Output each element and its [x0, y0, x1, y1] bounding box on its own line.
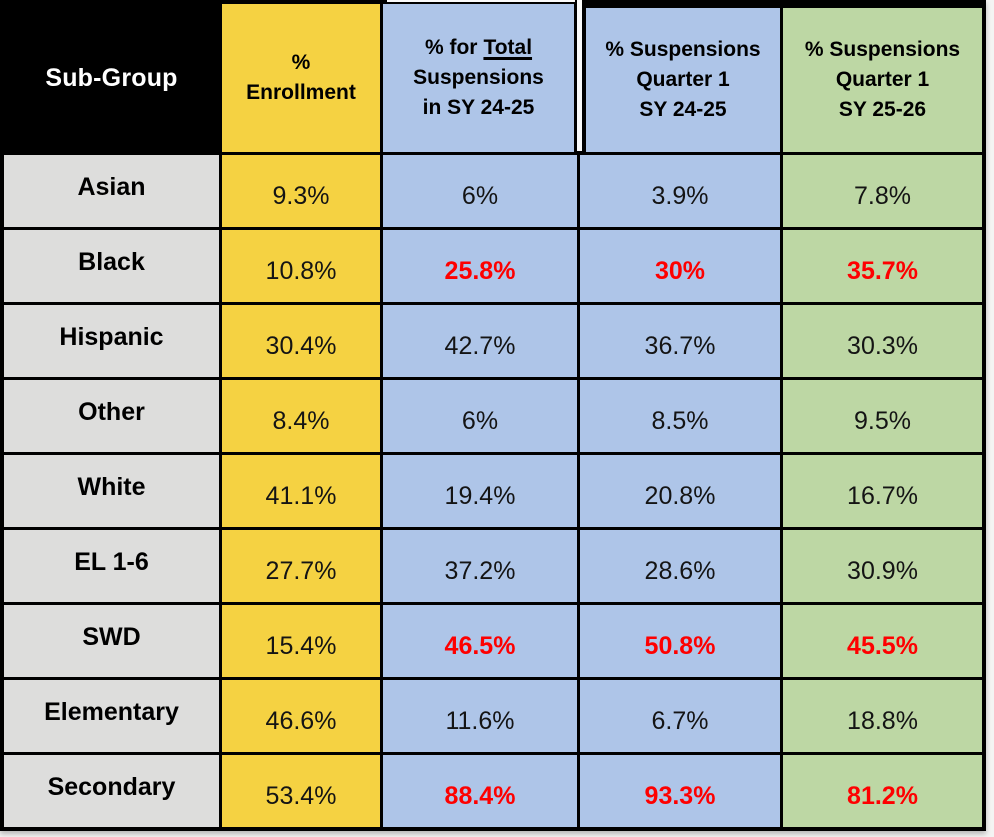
cell-secondary-total-sy24-25: 88.4% [383, 755, 577, 827]
cell-hispanic-enrollment: 30.4% [222, 305, 380, 377]
cell-asian-q1-sy24-25: 3.9% [580, 155, 780, 227]
header-q1-sy24-25-line1: % Suspensions [605, 38, 761, 61]
cell-elementary-q1-sy25-26: 18.8% [783, 680, 982, 752]
cell-el-1-6-total-sy24-25: 37.2% [383, 530, 577, 602]
header-total-suspensions-line1: % for Total [425, 33, 532, 63]
cell-secondary-q1-sy25-26: 81.2% [783, 755, 982, 827]
cell-asian-q1-sy25-26: 7.8% [783, 155, 982, 227]
cell-swd-enrollment: 15.4% [222, 605, 380, 677]
header-total-suspensions-sy24-25: % for Total Suspensions in SY 24-25 [383, 4, 577, 152]
cell-other-q1-sy25-26: 9.5% [783, 380, 982, 452]
cell-hispanic-total-sy24-25: 42.7% [383, 305, 577, 377]
header-q1-sy25-26-line1: % Suspensions [804, 38, 961, 61]
header-total-suspensions-line2: Suspensions [413, 66, 544, 89]
cell-asian-total-sy24-25: 6% [383, 155, 577, 227]
header-suspensions-q1-sy24-25: % Suspensions Quarter 1 SY 24-25 [580, 4, 780, 152]
header-paste-seam-top [387, 0, 575, 2]
cell-other-q1-sy24-25: 8.5% [580, 380, 780, 452]
cell-secondary-group: Secondary [4, 755, 219, 827]
cell-secondary-enrollment: 53.4% [222, 755, 380, 827]
cell-el-1-6-group: EL 1-6 [4, 530, 219, 602]
cell-white-enrollment: 41.1% [222, 455, 380, 527]
cell-white-q1-sy25-26: 16.7% [783, 455, 982, 527]
cell-black-group: Black [4, 230, 219, 302]
cell-elementary-total-sy24-25: 11.6% [383, 680, 577, 752]
cell-hispanic-q1-sy24-25: 36.7% [580, 305, 780, 377]
cell-hispanic-group: Hispanic [4, 305, 219, 377]
cell-asian-group: Asian [4, 155, 219, 227]
cell-black-q1-sy24-25: 30% [580, 230, 780, 302]
cell-secondary-q1-sy24-25: 93.3% [580, 755, 780, 827]
header-sub-group: Sub-Group [4, 4, 219, 152]
cell-black-total-sy24-25: 25.8% [383, 230, 577, 302]
header-paste-seam-gap [577, 0, 582, 151]
cell-other-group: Other [4, 380, 219, 452]
cell-elementary-enrollment: 46.6% [222, 680, 380, 752]
cell-white-total-sy24-25: 19.4% [383, 455, 577, 527]
header-total-suspensions-line3: in SY 24-25 [422, 96, 535, 119]
cell-other-enrollment: 8.4% [222, 380, 380, 452]
cell-elementary-group: Elementary [4, 680, 219, 752]
header-total-pre-text: % for [424, 36, 478, 59]
header-total-underlined-text: Total [483, 36, 533, 59]
header-q1-sy24-25-line2: Quarter 1 [636, 68, 730, 91]
cell-el-1-6-q1-sy24-25: 28.6% [580, 530, 780, 602]
cell-black-enrollment: 10.8% [222, 230, 380, 302]
header-suspensions-q1-sy25-26: % Suspensions Quarter 1 SY 25-26 [783, 4, 982, 152]
cell-elementary-q1-sy24-25: 6.7% [580, 680, 780, 752]
header-percent-enrollment-line2: Enrollment [246, 81, 356, 104]
cell-swd-group: SWD [4, 605, 219, 677]
cell-el-1-6-q1-sy25-26: 30.9% [783, 530, 982, 602]
header-q1-sy24-25-line3: SY 24-25 [639, 98, 727, 121]
cell-other-total-sy24-25: 6% [383, 380, 577, 452]
cell-swd-total-sy24-25: 46.5% [383, 605, 577, 677]
cell-white-group: White [4, 455, 219, 527]
cell-black-q1-sy25-26: 35.7% [783, 230, 982, 302]
cell-asian-enrollment: 9.3% [222, 155, 380, 227]
header-q1-sy25-26-line3: SY 25-26 [838, 98, 927, 121]
header-percent-enrollment: % Enrollment [222, 4, 380, 152]
cell-el-1-6-enrollment: 27.7% [222, 530, 380, 602]
cell-swd-q1-sy25-26: 45.5% [783, 605, 982, 677]
cell-swd-q1-sy24-25: 50.8% [580, 605, 780, 677]
cell-white-q1-sy24-25: 20.8% [580, 455, 780, 527]
cell-hispanic-q1-sy25-26: 30.3% [783, 305, 982, 377]
header-q1-sy25-26-line2: Quarter 1 [835, 68, 930, 91]
header-percent-enrollment-line1: % [291, 51, 311, 74]
